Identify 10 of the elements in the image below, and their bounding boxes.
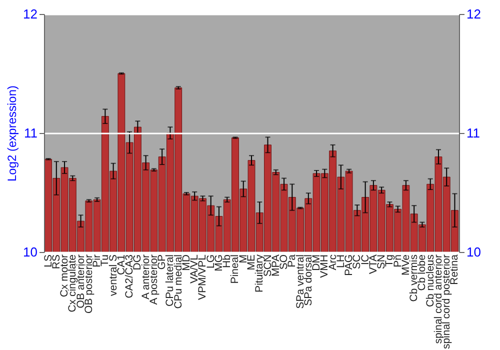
- x-tick-label: Pituitary: [254, 254, 266, 292]
- y-tick-label: 10: [23, 244, 38, 260]
- y-axis-title: Log2 (expression): [5, 85, 20, 182]
- y-tick-label: 12: [23, 6, 38, 22]
- x-tick-label: A posterior: [148, 254, 160, 305]
- x-tick-label: OB posterior: [82, 254, 95, 314]
- y-tick-label: 11: [24, 126, 38, 140]
- y2-tick-label: 12: [466, 6, 481, 22]
- y2-tick-label: 11: [466, 126, 480, 140]
- y2-tick-label: 10: [466, 244, 481, 260]
